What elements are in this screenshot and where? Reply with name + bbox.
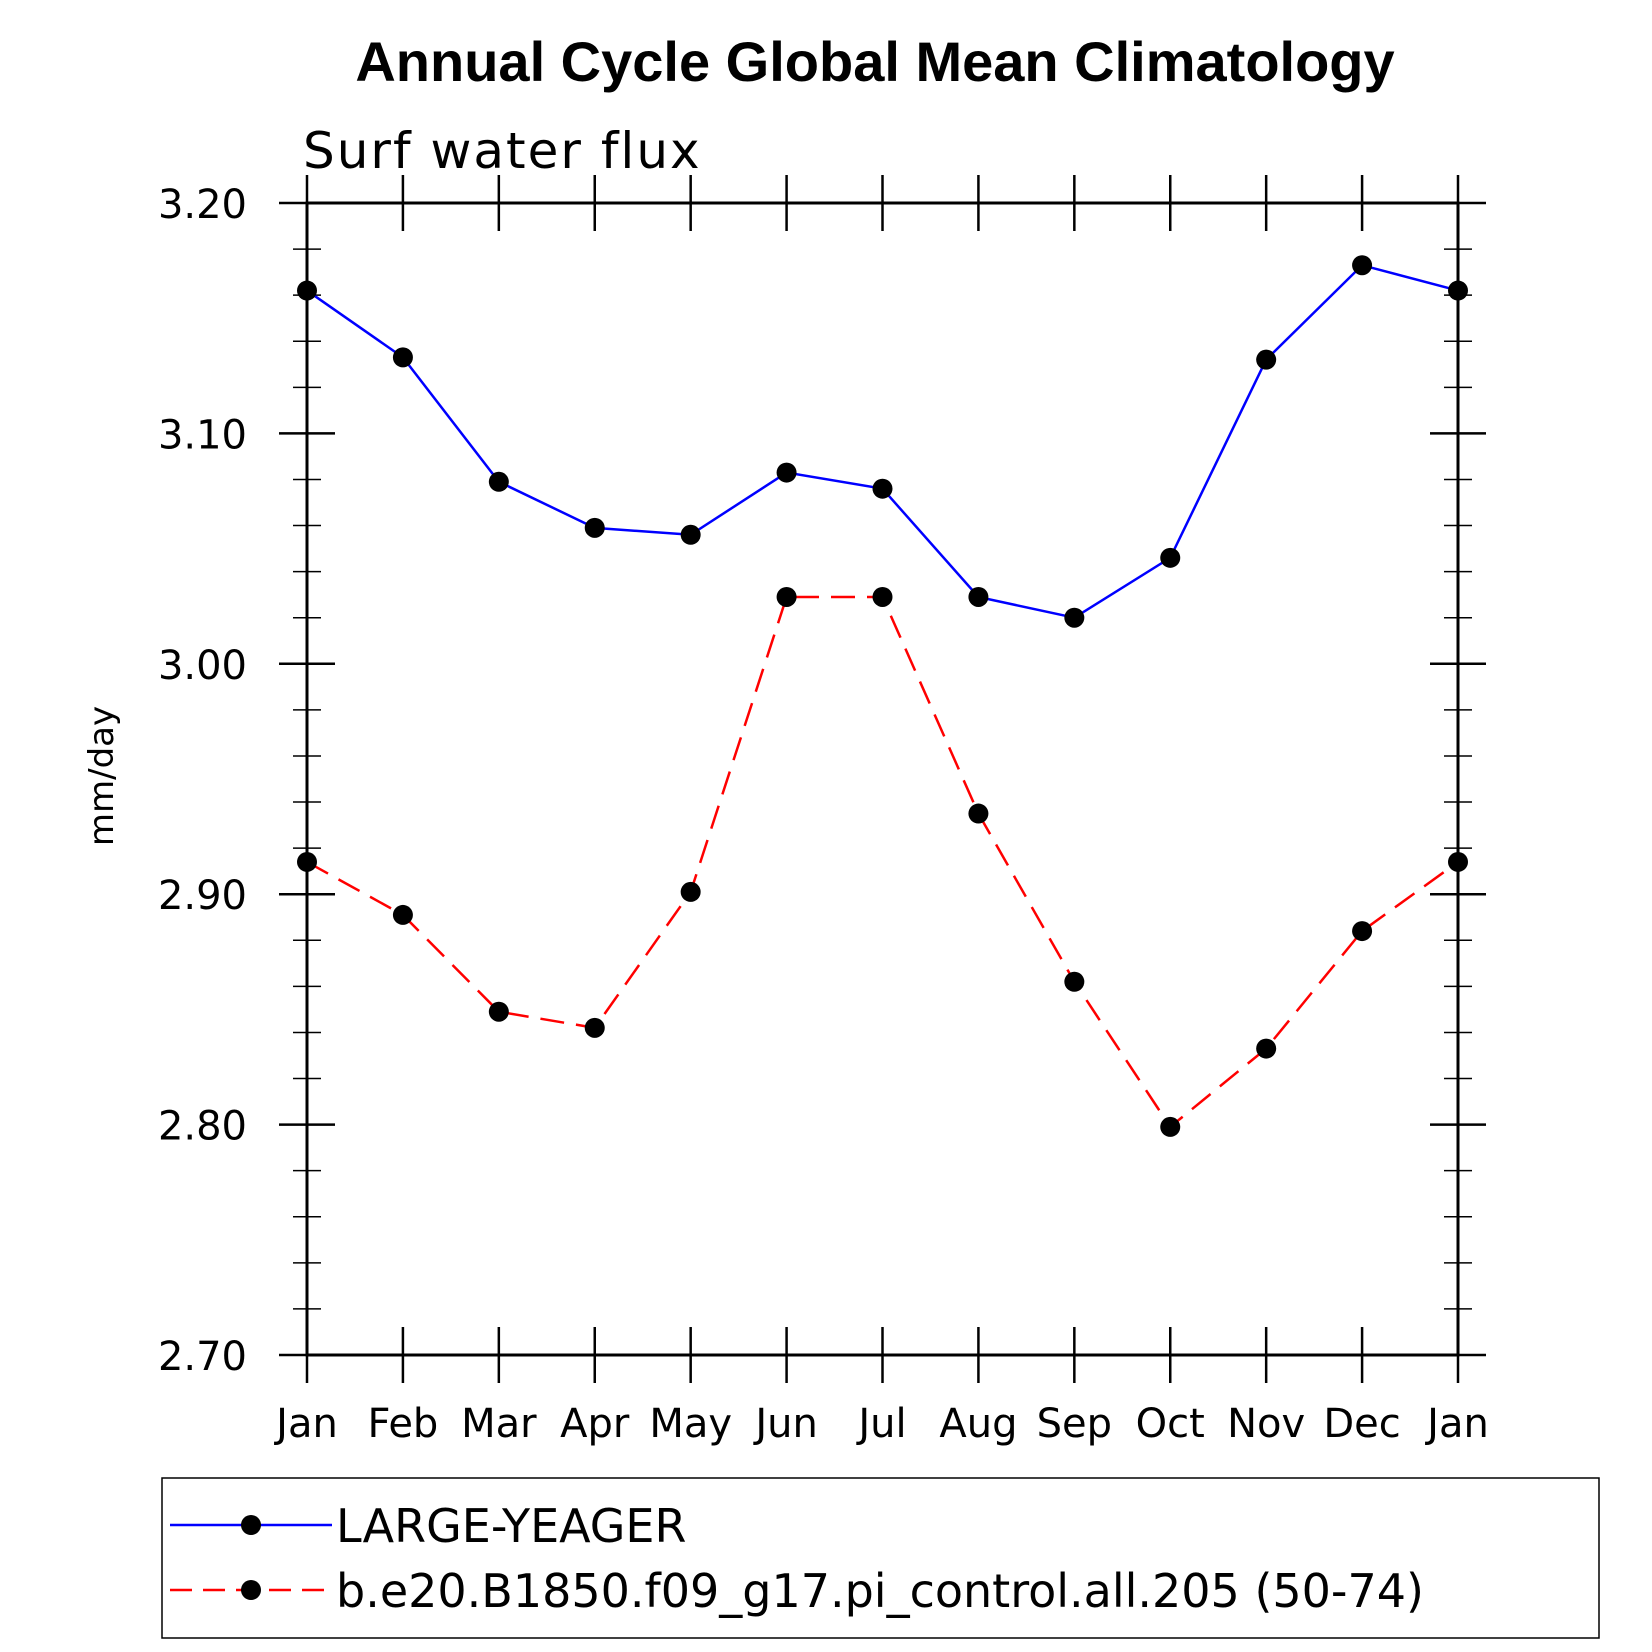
legend-marker xyxy=(241,1515,261,1535)
x-tick-label: Jan xyxy=(1424,1401,1489,1447)
legend-entry-1: LARGE-YEAGER xyxy=(170,1499,686,1553)
y-tick-label: 2.70 xyxy=(158,1334,247,1380)
data-point xyxy=(776,462,797,483)
x-tick-label: Aug xyxy=(939,1401,1017,1447)
data-point xyxy=(776,586,797,607)
axis-ticks xyxy=(279,175,1486,1383)
data-point xyxy=(1160,1116,1181,1137)
x-tick-label: Oct xyxy=(1136,1401,1205,1447)
series-1 xyxy=(297,255,1468,628)
data-point xyxy=(1256,1038,1277,1059)
axes xyxy=(305,201,1460,1357)
data-point xyxy=(968,803,989,824)
data-point xyxy=(1448,851,1468,872)
y-tick-labels: 2.70 2.80 2.90 3.00 3.10 3.20 xyxy=(158,182,247,1380)
y-tick-label: 2.90 xyxy=(158,873,247,919)
y-tick-label: 3.10 xyxy=(158,412,247,458)
x-tick-label: Apr xyxy=(560,1401,630,1447)
data-point xyxy=(1256,349,1277,370)
chart-title: Annual Cycle Global Mean Climatology xyxy=(355,30,1394,93)
legend: LARGE-YEAGER b.e20.B1850.f09_g17.pi_contr… xyxy=(161,1477,1600,1639)
x-tick-label: Feb xyxy=(368,1401,439,1447)
data-point xyxy=(297,280,317,301)
data-point xyxy=(488,471,509,492)
plot-series xyxy=(297,255,1468,1137)
data-point xyxy=(1064,971,1085,992)
series-line xyxy=(306,595,1459,1129)
x-tick-label: Sep xyxy=(1037,1401,1112,1447)
x-tick-label: Dec xyxy=(1323,1401,1400,1447)
data-point xyxy=(968,586,989,607)
data-point xyxy=(488,1001,509,1022)
data-point xyxy=(392,904,413,925)
legend-entries: LARGE-YEAGER b.e20.B1850.f09_g17.pi_contr… xyxy=(170,1499,1424,1618)
legend-label: b.e20.B1850.f09_g17.pi_control.all.205 (… xyxy=(336,1564,1424,1618)
x-tick-label: Jul xyxy=(855,1401,906,1447)
data-point xyxy=(297,851,317,872)
legend-marker xyxy=(241,1580,261,1600)
data-point xyxy=(1160,547,1181,568)
y-axis-label: mm/day xyxy=(82,706,122,846)
data-point xyxy=(680,881,701,902)
data-point xyxy=(1352,921,1373,942)
y-tick-label: 2.80 xyxy=(158,1104,247,1150)
x-tick-label: Jan xyxy=(273,1401,338,1447)
chart-subtitle: Surf water flux xyxy=(303,122,702,180)
y-tick-label: 3.00 xyxy=(158,643,247,689)
legend-entry-2: b.e20.B1850.f09_g17.pi_control.all.205 (… xyxy=(170,1564,1424,1618)
x-tick-label: May xyxy=(649,1401,732,1447)
data-point xyxy=(680,524,701,545)
data-point xyxy=(1448,280,1468,301)
legend-label: LARGE-YEAGER xyxy=(336,1499,686,1553)
series-line xyxy=(306,263,1459,620)
data-point xyxy=(872,586,893,607)
y-tick-label: 3.20 xyxy=(158,182,247,228)
legend-box xyxy=(161,1477,1600,1639)
data-point xyxy=(1064,607,1085,628)
data-point xyxy=(872,478,893,499)
data-point xyxy=(584,1017,605,1038)
series-2 xyxy=(297,586,1468,1137)
plot-frame xyxy=(305,201,1460,1357)
data-point xyxy=(584,517,605,538)
x-tick-label: Nov xyxy=(1227,1401,1305,1447)
x-tick-labels: Jan Feb Mar Apr May Jun Jul Aug Sep Oct Nov Dec Jan xyxy=(273,1401,1489,1447)
data-point xyxy=(1352,255,1373,276)
x-tick-label: Mar xyxy=(461,1401,537,1447)
x-tick-label: Jun xyxy=(752,1401,818,1447)
data-point xyxy=(392,347,413,368)
